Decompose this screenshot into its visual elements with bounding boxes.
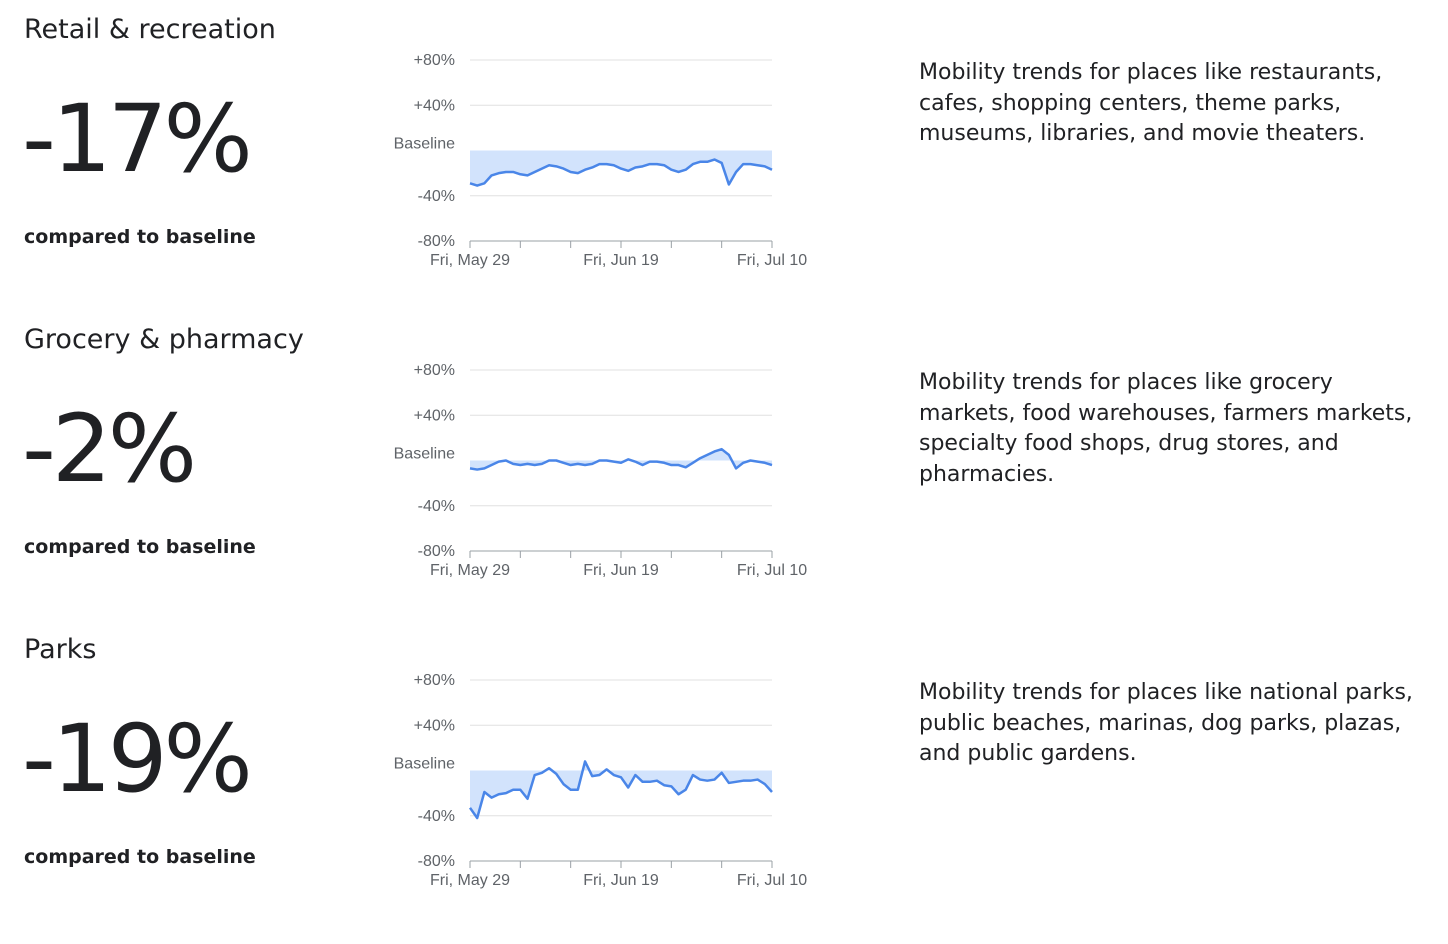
baseline-label: Baseline	[394, 136, 455, 153]
section-title: Grocery & pharmacy	[24, 324, 304, 355]
y-tick-label: -40%	[418, 808, 455, 825]
section-description: Mobility trends for places like grocery …	[919, 370, 1413, 487]
x-tick-label: Fri, May 29	[430, 872, 510, 889]
section-title: Parks	[24, 634, 97, 665]
y-tick-label: +80%	[414, 52, 455, 69]
y-tick-label: +40%	[414, 97, 455, 114]
x-tick-label: Fri, Jul 10	[737, 252, 807, 269]
section-title: Retail & recreation	[24, 14, 276, 45]
baseline-difference-area	[470, 761, 772, 819]
baseline-difference-area	[470, 449, 772, 470]
x-tick-label: Fri, Jul 10	[737, 872, 807, 889]
x-tick-label: Fri, Jun 19	[583, 562, 659, 579]
x-tick-label: Fri, Jun 19	[583, 872, 659, 889]
y-tick-label: -40%	[418, 498, 455, 515]
y-tick-label: +40%	[414, 407, 455, 424]
baseline-label: Baseline	[394, 756, 455, 773]
y-tick-label: -40%	[418, 188, 455, 205]
x-tick-label: Fri, Jun 19	[583, 252, 659, 269]
mobility-trend-chart: +80% +40% -40% -80% Baseline Fri, May 29 Fri, …	[394, 672, 808, 889]
section-grocery-pharmacy: Grocery & pharmacy -2% compared to basel…	[0, 310, 1448, 620]
percent-change-value: -19%	[22, 705, 253, 814]
x-tick-label: Fri, Jul 10	[737, 562, 807, 579]
y-tick-label: +80%	[414, 672, 455, 689]
baseline-label: Baseline	[394, 446, 455, 463]
section-description: Mobility trends for places like national…	[919, 680, 1413, 766]
x-tick-label: Fri, May 29	[430, 562, 510, 579]
section-description: Mobility trends for places like restaura…	[919, 60, 1383, 146]
trend-line	[468, 760, 773, 820]
compared-to-baseline-label: compared to baseline	[24, 846, 256, 868]
y-tick-label: -80%	[418, 853, 455, 870]
trend-line	[469, 447, 773, 471]
section-retail-recreation: Retail & recreation -17% compared to bas…	[0, 0, 1448, 310]
compared-to-baseline-label: compared to baseline	[24, 536, 256, 558]
percent-change-value: -17%	[22, 85, 253, 194]
y-tick-label: -80%	[418, 543, 455, 560]
percent-change-value: -2%	[22, 395, 197, 504]
x-tick-label: Fri, May 29	[430, 252, 510, 269]
mobility-trend-chart: +80% +40% -40% -80% Baseline Fri, May 29 Fri, …	[394, 52, 808, 269]
mobility-trend-chart: +80% +40% -40% -80% Baseline Fri, May 29 Fri, …	[394, 362, 808, 579]
trend-line	[469, 158, 773, 187]
compared-to-baseline-label: compared to baseline	[24, 226, 256, 248]
y-tick-label: +40%	[414, 717, 455, 734]
section-parks: Parks -19% compared to baseline +80% +40%…	[0, 620, 1448, 930]
y-tick-label: +80%	[414, 362, 455, 379]
y-tick-label: -80%	[418, 233, 455, 250]
